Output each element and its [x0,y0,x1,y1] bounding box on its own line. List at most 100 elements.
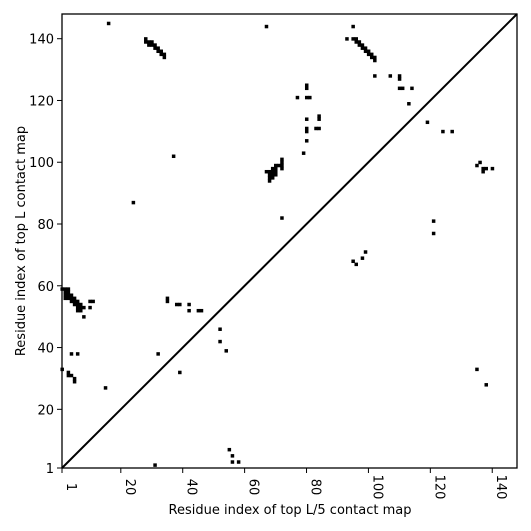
contact-cell-top-l5 [72,376,77,381]
contact-cell-top-l5 [82,315,86,319]
contact-cell-top-l [144,37,148,41]
contact-cell-top-l [280,160,284,165]
contact-cell-top-l [317,126,321,131]
x-tick-label: 40 [184,479,199,496]
y-tick-label: 40 [37,342,54,357]
contact-cell-top-l5 [88,299,92,304]
y-tick-label: 100 [29,156,54,171]
contact-cell-top-l5 [431,219,436,223]
contact-cell-top-l [317,117,321,121]
contact-cell-top-l5 [360,256,365,260]
contact-cell-top-l5 [69,299,74,304]
contact-cell-top-l [274,169,278,174]
contact-cell-top-l5 [79,302,83,307]
contact-cell-top-l [345,37,349,41]
contact-cell-top-l5 [69,373,74,378]
contact-cell-top-l5 [88,305,92,310]
contact-cell-top-l [153,43,157,47]
contact-cell-top-l5 [66,370,71,375]
contact-cell-top-l [304,83,309,87]
x-tick-label: 1 [63,483,78,491]
x-tick-label: 80 [308,479,323,496]
contact-cell-top-l [301,151,306,155]
contact-cell-top-l [363,49,368,54]
y-tick-label: 1 [46,462,54,477]
contact-cell-top-l [267,173,272,177]
x-tick-label: 60 [246,479,261,496]
contact-cell-top-l [159,49,163,54]
contact-cell-top-l5 [351,259,355,264]
contact-cell-top-l5 [66,287,71,291]
x-tick-label: 100 [369,475,384,500]
contact-cell-top-l [351,37,355,41]
contact-cell-top-l [304,86,309,91]
contact-cell-top-l5 [66,290,71,294]
contact-cell-top-l [475,163,479,168]
contact-cell-top-l5 [79,305,83,310]
contact-cell-top-l5 [156,352,160,356]
contact-cell-top-l [270,176,275,180]
contact-cell-top-l [357,43,362,47]
x-tick-label: 120 [431,475,446,500]
contact-cell-top-l [354,37,358,41]
contact-cell-top-l5 [72,296,77,301]
contact-cell-top-l [159,52,163,57]
contact-cell-top-l [270,169,275,174]
contact-cell-top-l [366,49,371,54]
contact-cell-top-l5 [475,367,479,372]
contact-cell-top-l [478,160,482,165]
contact-cell-top-l5 [91,299,95,304]
contact-cell-top-l [280,157,284,162]
y-tick-label: 120 [29,94,54,109]
contact-cell-top-l5 [79,308,83,313]
x-axis-label: Residue index of top L/5 contact map [169,503,412,518]
contact-cell-top-l5 [63,293,68,297]
contact-cell-top-l [360,43,365,47]
contact-cell-top-l5 [199,308,204,313]
contact-cell-top-l5 [178,370,182,375]
contact-cell-top-l [373,55,377,60]
contact-cell-top-l5 [431,231,436,236]
contact-cell-top-l [274,163,278,168]
contact-cell-top-l5 [224,349,228,353]
contact-cell-top-l [397,74,402,78]
contact-cell-top-l5 [75,352,80,356]
contact-cell-top-l [264,24,269,29]
contact-cell-top-l5 [69,352,74,356]
x-tick-label: 140 [493,475,508,500]
contact-cell-top-l5 [484,383,488,387]
contact-cell-top-l [156,49,160,54]
contact-cell-top-l [441,129,445,134]
contact-cell-top-l [304,95,309,100]
contact-cell-top-l [317,114,321,118]
contact-cell-top-l [400,86,405,91]
contact-cell-top-l [295,95,300,100]
contact-cell-top-l [354,40,358,44]
y-axis-label: Residue index of top L contact map [14,126,29,356]
contact-cell-top-l [407,102,411,106]
contact-cell-top-l5 [218,339,222,344]
contact-cell-top-l [270,166,275,171]
contact-cell-top-l5 [153,463,157,467]
contact-cell-top-l [366,52,371,57]
contact-cell-top-l [280,163,284,168]
contact-cell-top-l [373,58,377,63]
plot-frame [61,13,518,469]
contact-cell-top-l5 [66,373,71,378]
contact-cell-top-l [369,55,374,60]
contact-cell-top-l [397,86,402,91]
contact-cell-top-l5 [165,296,170,301]
contact-cell-top-l [351,24,355,29]
contact-cell-top-l [450,129,454,134]
contact-cell-top-l [150,43,154,47]
contact-cell-top-l5 [75,302,80,307]
contact-cell-top-l [267,169,272,174]
diagonal-line [61,13,518,469]
contact-cell-top-l [481,169,485,174]
contact-cell-top-l5 [230,454,235,458]
contact-cell-top-l [490,166,495,171]
contact-cell-top-l [314,126,318,131]
contact-cell-top-l [153,46,157,50]
contact-cell-top-l [147,40,151,44]
